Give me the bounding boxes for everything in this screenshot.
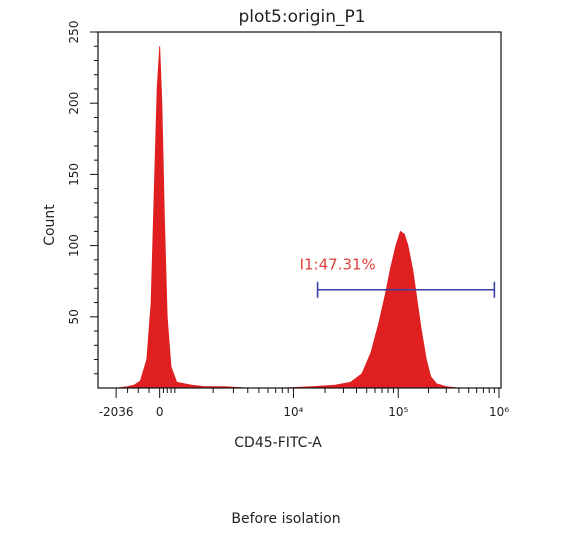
x-tick-label: 10⁵ <box>388 405 408 419</box>
y-axis-label: Count <box>42 204 58 246</box>
y-tick-label: 100 <box>67 234 81 257</box>
y-tick-label: 250 <box>67 21 81 44</box>
x-tick-label: 10⁶ <box>489 405 509 419</box>
y-tick-label: 200 <box>67 92 81 115</box>
x-tick-label: -2036 <box>99 405 134 419</box>
y-tick-label: 150 <box>67 163 81 186</box>
histogram-series-0 <box>116 46 499 389</box>
axes: 50 100 150 200 250 -2036 0 10⁴ 10⁵ 10⁶ <box>67 21 509 419</box>
plot-area <box>116 46 499 389</box>
plot-frame <box>97 31 502 389</box>
gate-marker: I1:47.31% <box>300 256 496 298</box>
chart-title: plot5:origin_P1 <box>238 7 365 27</box>
figure-caption: Before isolation <box>231 511 341 527</box>
gate-label: I1:47.31% <box>300 256 376 274</box>
histogram-chart: plot5:origin_P1 Count CD45-FITC-A I1:47.… <box>42 7 509 451</box>
x-tick-label: 10⁴ <box>283 405 303 419</box>
y-tick-label: 50 <box>67 309 81 324</box>
x-axis-label: CD45-FITC-A <box>234 435 322 451</box>
x-tick-label: 0 <box>156 405 164 419</box>
